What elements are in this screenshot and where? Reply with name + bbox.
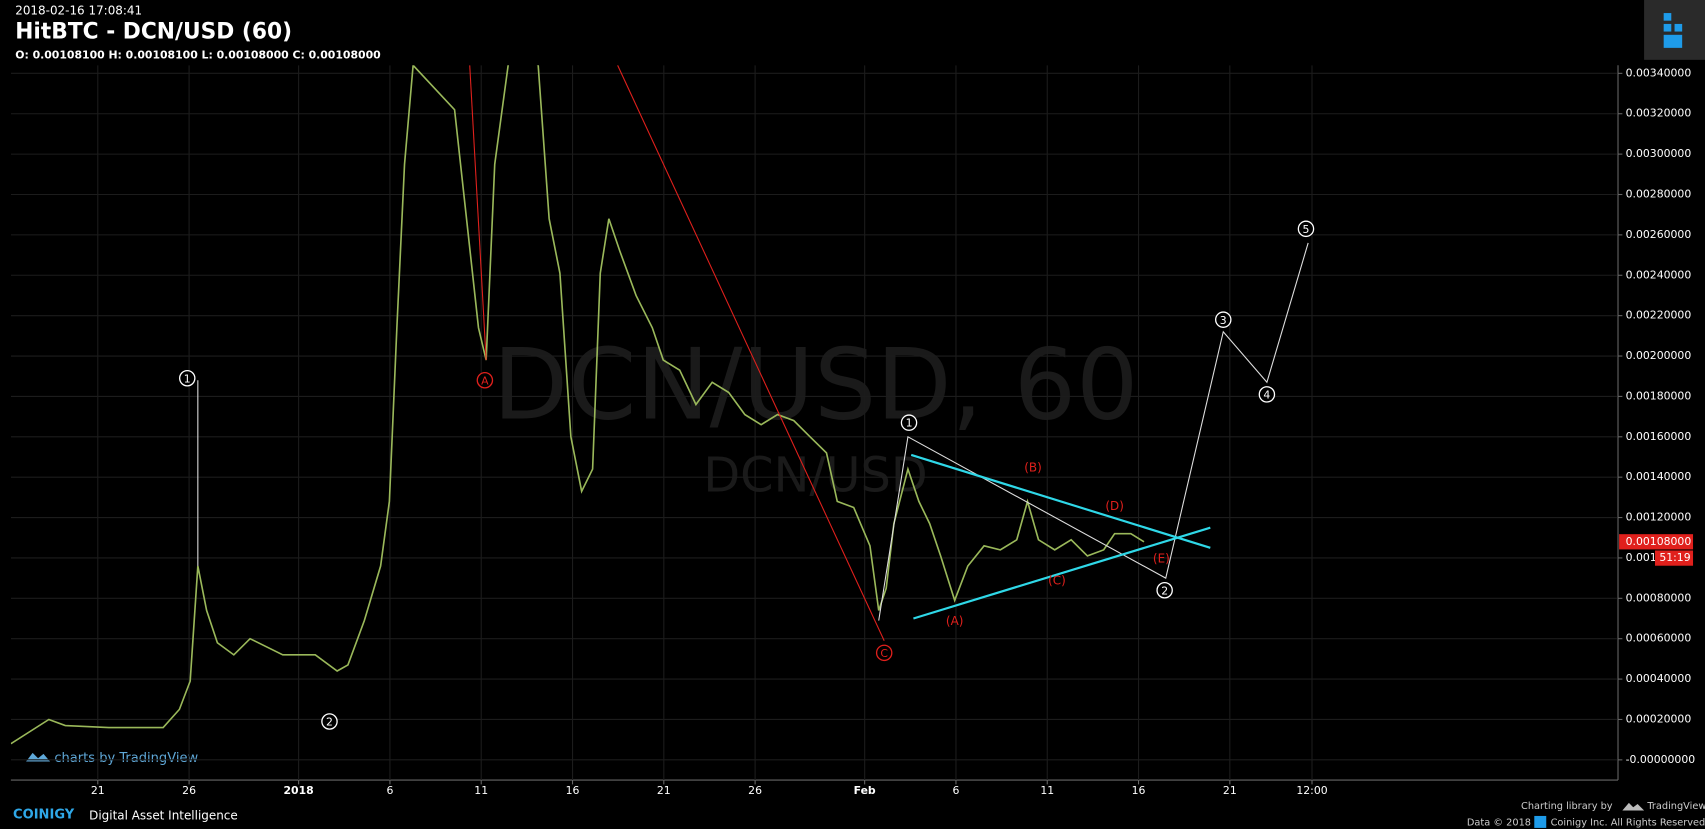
price-line bbox=[10, 65, 1145, 745]
chart-title: HitBTC - DCN/USD (60) bbox=[15, 20, 292, 45]
y-tick-label: 0.00040000 bbox=[1626, 672, 1692, 685]
drawing-line bbox=[878, 242, 1309, 621]
wave-circle bbox=[1214, 311, 1232, 328]
ohlc: O: 0.00108100 H: 0.00108100 L: 0.0010800… bbox=[15, 48, 381, 61]
wave-label: A bbox=[481, 374, 489, 387]
footer-rights: Coinigy Inc. All Rights Reserved. bbox=[1551, 817, 1705, 828]
x-tick-label: 11 bbox=[474, 784, 488, 797]
wave-circle bbox=[1156, 581, 1173, 599]
wave-label: (C) bbox=[1048, 574, 1066, 588]
y-tick-label: 0.00200000 bbox=[1626, 349, 1692, 362]
wave-label: C bbox=[880, 647, 888, 660]
branding-text: charts by TradingView bbox=[54, 751, 198, 766]
last-price-label: 0.00108000 bbox=[1626, 535, 1692, 548]
wave-label: 1 bbox=[184, 372, 191, 385]
footer-library: Charting library by bbox=[1521, 801, 1613, 812]
wave-circle bbox=[321, 713, 338, 730]
y-tick-label: 0.001 bbox=[1626, 551, 1657, 564]
y-tick-label: 0.00160000 bbox=[1626, 430, 1692, 443]
wave-circle bbox=[178, 369, 196, 387]
y-tick-label: 0.00120000 bbox=[1626, 511, 1692, 524]
coinigy-icon bbox=[1534, 815, 1547, 828]
x-tick-label: 26 bbox=[748, 784, 762, 797]
wave-circle bbox=[476, 371, 494, 389]
x-tick-label: 6 bbox=[952, 784, 959, 797]
y-tick-label: 0.00080000 bbox=[1626, 591, 1692, 604]
wave-label: (B) bbox=[1024, 461, 1042, 475]
library-icon bbox=[1622, 802, 1645, 811]
countdown: 51:19 bbox=[1659, 551, 1690, 564]
x-tick-label: Feb bbox=[854, 784, 876, 797]
plot-area: 1 2 A C 1 2 3 4 5 (A) (B) (C) (D) (E) bbox=[10, 65, 1617, 781]
y-tick-label: 0.00180000 bbox=[1626, 389, 1692, 402]
watermark-small: DCN/USD bbox=[703, 449, 927, 504]
watermark: DCN/USD, 60 bbox=[493, 328, 1139, 442]
y-tick-label: 0.00060000 bbox=[1626, 632, 1692, 645]
wave-label: 1 bbox=[906, 417, 913, 430]
footer-data-note: Data © 2018 bbox=[1467, 817, 1531, 828]
y-tick-label: 0.00320000 bbox=[1626, 107, 1692, 120]
footer-library-brand: TradingView bbox=[1646, 801, 1705, 812]
drawing-line bbox=[469, 65, 487, 361]
wave-label: (D) bbox=[1105, 499, 1124, 513]
wave-circle bbox=[900, 414, 918, 431]
drawing-line bbox=[617, 65, 885, 641]
drawing-line bbox=[910, 453, 1211, 549]
y-tick-label: 0.00340000 bbox=[1626, 66, 1692, 79]
y-tick-label: 0.00260000 bbox=[1626, 228, 1692, 241]
x-tick-label: 16 bbox=[566, 784, 580, 797]
y-tick-label: 0.00220000 bbox=[1626, 309, 1692, 322]
wave-label: 2 bbox=[326, 716, 333, 729]
y-tick-label: 0.00020000 bbox=[1626, 712, 1692, 725]
wave-circle bbox=[1297, 220, 1315, 238]
wave-label: 5 bbox=[1303, 223, 1310, 236]
wave-label: 3 bbox=[1220, 314, 1227, 327]
wave-label: 2 bbox=[1161, 584, 1168, 597]
y-tick-label: 0.00300000 bbox=[1626, 147, 1692, 160]
x-tick-label: 11 bbox=[1040, 784, 1054, 797]
x-tick-label: 21 bbox=[657, 784, 671, 797]
logo bbox=[1644, 0, 1705, 60]
timestamp: 2018-02-16 17:08:41 bbox=[15, 3, 142, 17]
footer-tagline: Digital Asset Intelligence bbox=[89, 808, 238, 822]
y-tick-label: -0.00000000 bbox=[1626, 753, 1696, 766]
wave-label: 4 bbox=[1263, 388, 1270, 401]
y-tick-label: 0.00280000 bbox=[1626, 187, 1692, 200]
x-tick-label: 16 bbox=[1132, 784, 1146, 797]
y-tick-label: 0.00240000 bbox=[1626, 268, 1692, 281]
countdown-box bbox=[1654, 550, 1694, 566]
drawing-line bbox=[913, 526, 1211, 620]
x-tick-label: 2018 bbox=[284, 784, 314, 797]
wave-label: (A) bbox=[946, 614, 964, 628]
x-tick-label: 26 bbox=[182, 784, 196, 797]
wave-label: (E) bbox=[1153, 552, 1170, 566]
footer-brand: COINIGY bbox=[13, 807, 75, 822]
y-tick-label: 0.00140000 bbox=[1626, 470, 1692, 483]
x-tick-label: 21 bbox=[91, 784, 105, 797]
x-tick-label: 12:00 bbox=[1296, 784, 1327, 797]
x-tick-label: 6 bbox=[386, 784, 393, 797]
wave-circle bbox=[1258, 386, 1276, 403]
last-price-box bbox=[1619, 534, 1694, 550]
x-tick-label: 21 bbox=[1223, 784, 1237, 797]
wave-circle bbox=[875, 644, 893, 662]
